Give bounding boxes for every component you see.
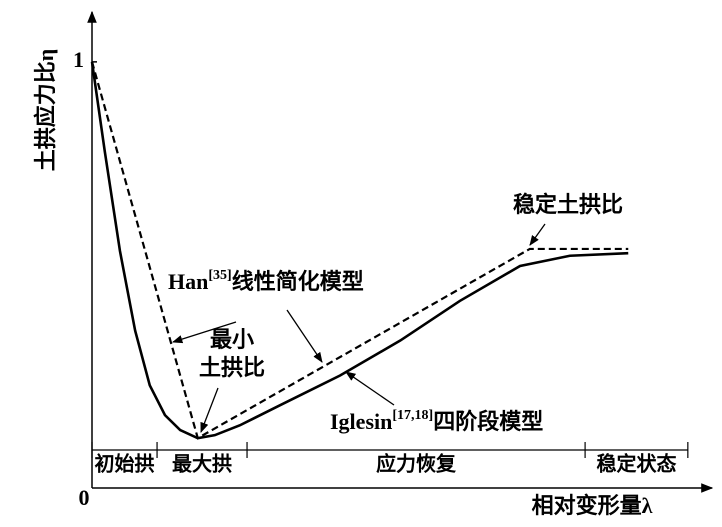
x-axis-label: 相对变形量λ [532, 493, 653, 518]
stage-label: 最大拱 [172, 453, 232, 476]
annotation: 最小 [210, 327, 254, 352]
y-tick-label: 0 [79, 485, 90, 510]
annotation-arrow [529, 223, 546, 246]
annotation-part: 线性简化模型 [232, 269, 364, 294]
stage-label: 稳定状态 [596, 452, 676, 476]
annotation-arrow [172, 321, 237, 344]
annotation-sup: [17,18] [392, 408, 433, 423]
stage-label: 应力恢复 [376, 452, 457, 476]
annotation: 稳定土拱比 [513, 192, 623, 217]
annotation-arrow [286, 309, 323, 363]
annotation: Iglesin[17,18]四阶段模型 [330, 408, 543, 434]
y-tick-label: 1 [73, 47, 84, 72]
annotation: Han[35]线性简化模型 [168, 268, 364, 294]
series-line [90, 61, 629, 440]
annotation-arrow [200, 387, 219, 433]
annotation-part: Iglesin [330, 409, 392, 434]
annotation-part: 四阶段模型 [433, 409, 543, 434]
annotation-sup: [35] [208, 268, 231, 283]
annotation-arrow [345, 371, 395, 406]
annotation: 土拱比 [199, 355, 265, 380]
stage-label: 初始拱 [95, 452, 155, 476]
y-axis-label: 土拱应力比η [33, 49, 58, 172]
annotation-part: Han [168, 269, 208, 294]
